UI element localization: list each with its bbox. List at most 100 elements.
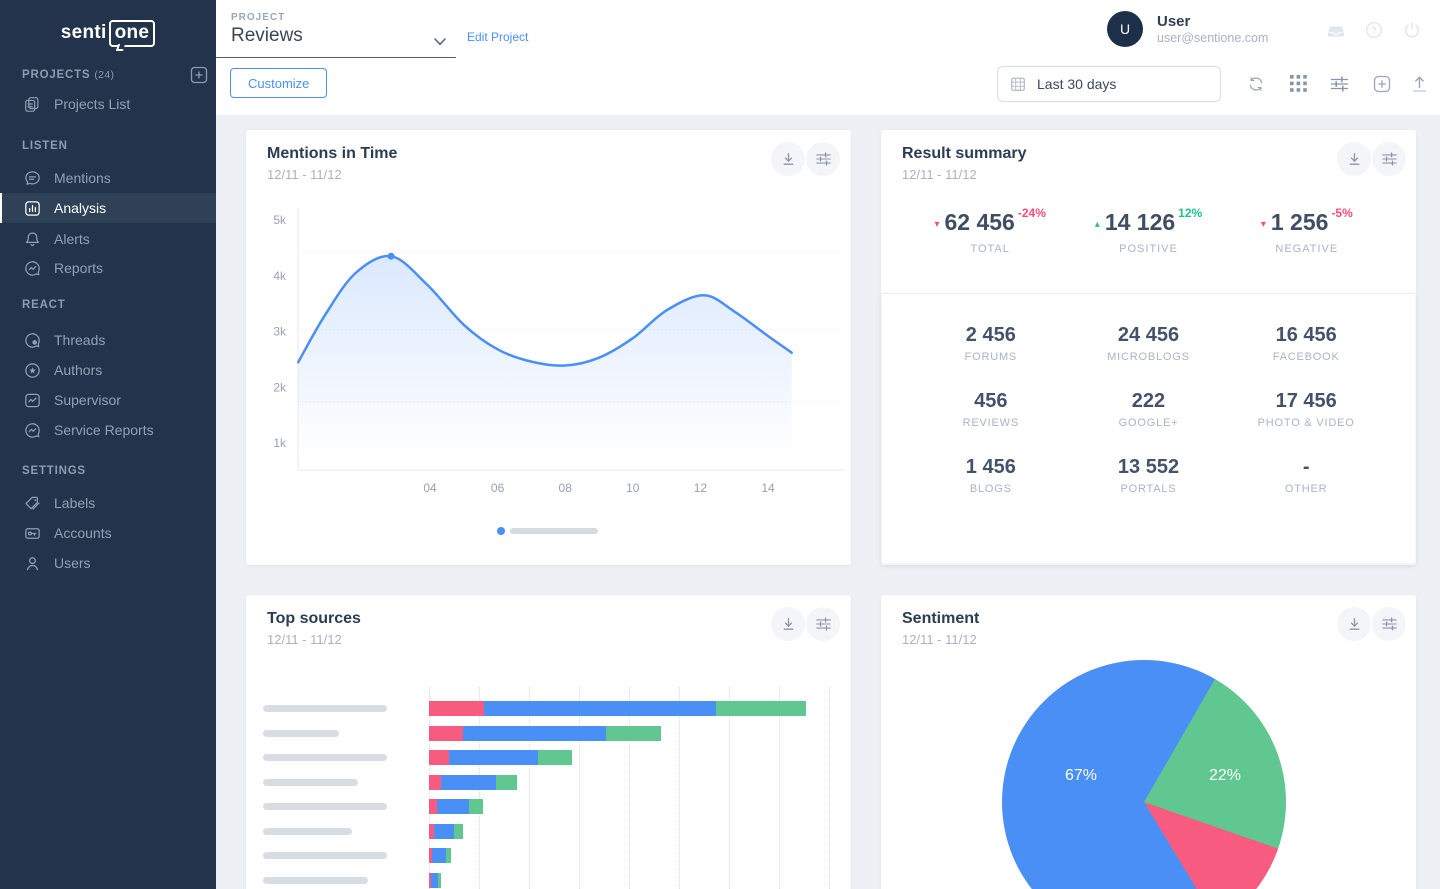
chart-pagination-track[interactable]: [510, 528, 598, 534]
source-bar-segment[interactable]: [432, 848, 446, 863]
stat-facebook: 16 456 FACEBOOK: [1272, 324, 1340, 363]
chat-bubble-icon: [22, 168, 42, 188]
source-bar-segment[interactable]: [484, 701, 716, 716]
source-bar-segment[interactable]: [429, 873, 431, 888]
refresh-icon[interactable]: [1247, 75, 1265, 93]
source-bar-segment[interactable]: [437, 799, 469, 814]
inbox-icon[interactable]: [1326, 21, 1346, 41]
delta-badge: -5%: [1331, 206, 1353, 220]
add-project-button[interactable]: [190, 66, 208, 84]
download-button[interactable]: [1337, 142, 1371, 176]
sidebar-item-threads[interactable]: Threads: [0, 325, 216, 355]
x-tick-label: 08: [559, 481, 573, 495]
card-date-range: 12/11 - 11/12: [267, 167, 342, 182]
help-icon[interactable]: ?: [1364, 20, 1384, 40]
source-label-placeholder: [263, 852, 387, 859]
v-gridline: [629, 687, 630, 889]
source-bar-segment[interactable]: [429, 848, 432, 863]
source-bar-segment[interactable]: [446, 848, 451, 863]
source-bar-segment[interactable]: [538, 750, 572, 765]
project-select[interactable]: PROJECT Reviews: [216, 0, 456, 58]
chart-settings-button[interactable]: [806, 142, 840, 176]
calendar-icon: [1009, 75, 1027, 93]
source-bar-segment[interactable]: [449, 750, 538, 765]
add-widget-icon[interactable]: [1373, 75, 1391, 93]
svg-text:?: ?: [1371, 26, 1377, 37]
customize-button[interactable]: Customize: [230, 68, 328, 98]
triangle-up-icon: ▴: [1094, 219, 1100, 230]
download-button[interactable]: [771, 142, 805, 176]
source-bar-segment[interactable]: [429, 701, 484, 716]
source-bar-segment[interactable]: [431, 873, 438, 888]
stat-reviews: 456 REVIEWS: [962, 390, 1019, 429]
source-bar-row: [429, 750, 572, 765]
total-positive: ▴ 14 126 12% POSITIVE: [1094, 206, 1203, 255]
source-label-placeholder: [263, 730, 339, 737]
download-icon: [1349, 617, 1359, 630]
sidebar-item-labels[interactable]: Labels: [0, 488, 216, 518]
chart-settings-button[interactable]: [1372, 607, 1406, 641]
sidebar-item-alerts[interactable]: Alerts: [0, 224, 216, 254]
chart-settings-button[interactable]: [1372, 142, 1406, 176]
sidebar-item-authors[interactable]: Authors: [0, 355, 216, 385]
sidebar-item-mentions[interactable]: Mentions: [0, 163, 216, 193]
source-bar-segment[interactable]: [606, 726, 661, 741]
card-mentions-in-time: Mentions in Time 12/11 - 11/12 5k 4k 3k 2k 1…: [246, 130, 851, 565]
source-bar-segment[interactable]: [429, 799, 437, 814]
download-button[interactable]: [1337, 607, 1371, 641]
source-bar-segment[interactable]: [496, 775, 517, 790]
person-icon: [22, 553, 42, 573]
sidebar-item-projects-list[interactable]: Projects List: [0, 89, 216, 119]
logo-text: senti: [60, 22, 107, 43]
source-stats-panel: 2 456 FORUMS 24 456 MICROBLOGS 16 456 FACEB…: [882, 293, 1415, 563]
project-name: Reviews: [231, 25, 303, 46]
sidebar-item-accounts[interactable]: Accounts: [0, 518, 216, 548]
source-bar-segment[interactable]: [463, 726, 606, 741]
source-bar-segment[interactable]: [454, 824, 463, 839]
chevron-down-icon: [434, 33, 446, 51]
source-bar-segment[interactable]: [429, 775, 441, 790]
power-icon[interactable]: [1402, 20, 1422, 40]
card-title: Mentions in Time: [267, 145, 398, 162]
source-bar-segment[interactable]: [434, 824, 454, 839]
wave-bubble-icon: [22, 420, 42, 440]
source-bar-segment[interactable]: [429, 750, 449, 765]
mentions-series-line[interactable]: [296, 254, 793, 367]
card-sentiment: Sentiment 12/11 - 11/12 67% 22%: [881, 595, 1416, 889]
source-bar-segment[interactable]: [429, 824, 434, 839]
stat-photo-video: 17 456 PHOTO & VIDEO: [1257, 390, 1355, 429]
edit-project-link[interactable]: Edit Project: [467, 30, 529, 44]
sidebar-item-users[interactable]: Users: [0, 548, 216, 578]
source-bar-segment[interactable]: [716, 701, 806, 716]
source-bar-segment[interactable]: [469, 799, 483, 814]
sentiment-pie-chart[interactable]: [1002, 660, 1286, 889]
user-email: user@sentione.com: [1157, 31, 1269, 45]
triangle-down-icon: ▾: [1260, 219, 1266, 230]
user-avatar[interactable]: U: [1107, 11, 1143, 47]
chart-settings-button[interactable]: [806, 607, 840, 641]
chart-pagination-dot[interactable]: [497, 527, 505, 535]
sentione-logo: senti one: [0, 20, 216, 51]
line-area-fill: [298, 255, 792, 470]
export-icon[interactable]: [1411, 75, 1429, 93]
grid-icon[interactable]: [1290, 75, 1308, 93]
sidebar-item-reports[interactable]: Reports: [0, 253, 216, 283]
wave-square-icon: [22, 390, 42, 410]
source-bar-row: [429, 775, 517, 790]
source-label-placeholder: [263, 803, 387, 810]
sidebar-item-analysis[interactable]: Analysis: [0, 193, 216, 223]
sidebar-item-supervisor[interactable]: Supervisor: [0, 385, 216, 415]
y-tick-label: 2k: [273, 380, 287, 394]
sidebar-item-service-reports[interactable]: Service Reports: [0, 415, 216, 445]
v-gridline: [829, 687, 830, 889]
download-button[interactable]: [771, 607, 805, 641]
peak-marker-dot[interactable]: [387, 252, 395, 260]
source-bar-segment[interactable]: [441, 775, 496, 790]
tune-icon[interactable]: [1330, 75, 1349, 93]
source-bar-segment[interactable]: [429, 726, 463, 741]
tune-icon: [1381, 617, 1397, 631]
plus-square-icon: [190, 66, 208, 84]
source-bar-segment[interactable]: [438, 873, 441, 888]
source-bar-row: [429, 799, 483, 814]
date-range-picker[interactable]: Last 30 days: [997, 66, 1221, 102]
